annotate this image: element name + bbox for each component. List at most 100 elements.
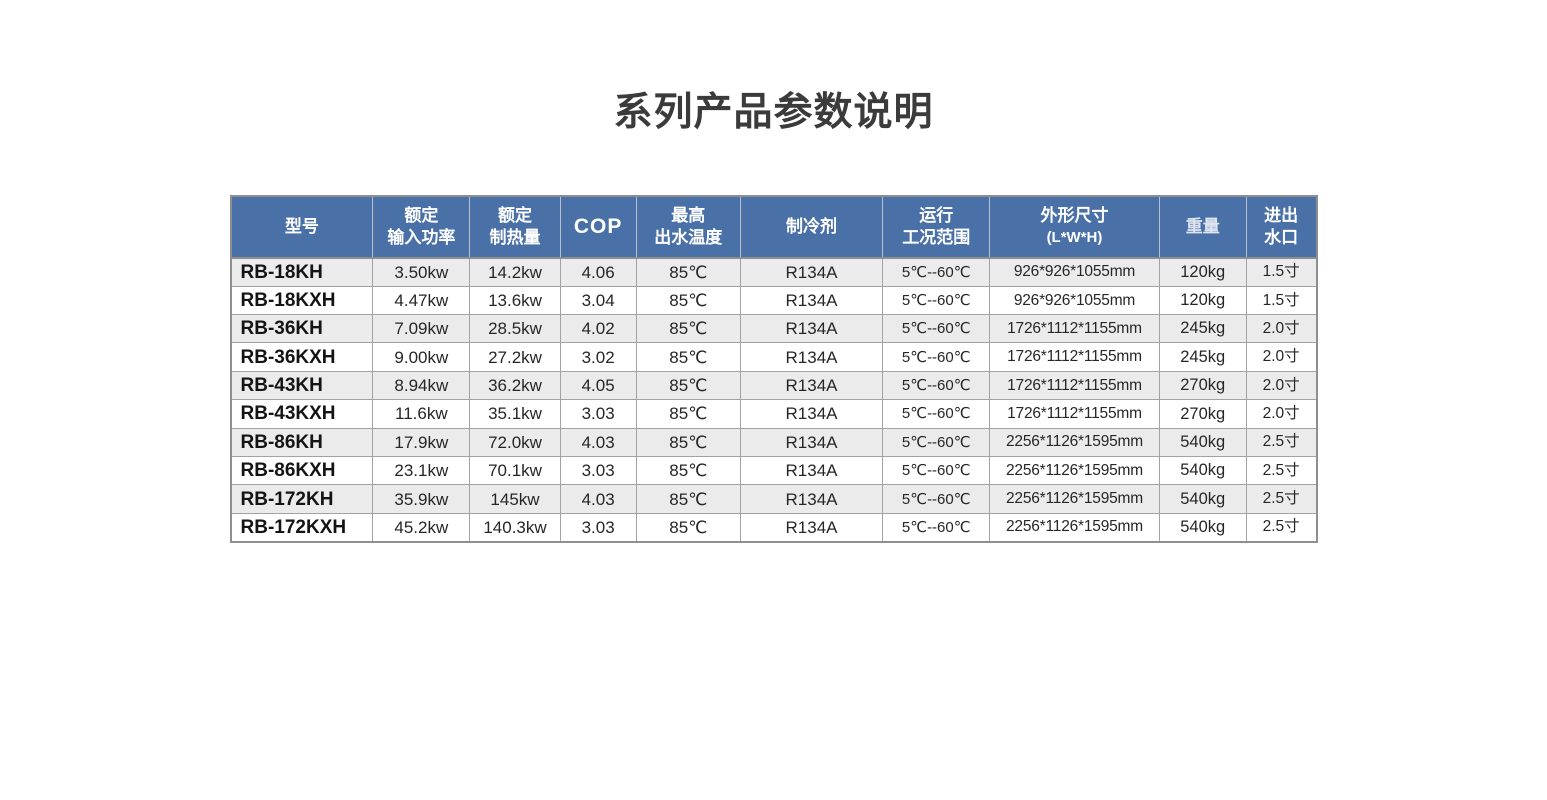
cell-range: 5℃--60℃	[882, 427, 991, 457]
column-header-label: 外形尺寸	[1040, 206, 1109, 226]
cell-cop: 3.03	[559, 512, 637, 542]
cell-weight: 540kg	[1158, 455, 1247, 486]
model-cell: RB-18KH	[230, 257, 374, 287]
cell-weight: 540kg	[1158, 512, 1247, 542]
cell-range: 5℃--60℃	[882, 285, 991, 315]
cell-max-temp: 85℃	[635, 342, 741, 372]
cell-max-temp: 85℃	[635, 313, 741, 344]
cell-heating: 140.3kw	[469, 512, 561, 542]
cell-input-power: 11.6kw	[372, 399, 471, 429]
cell-weight: 120kg	[1158, 285, 1247, 315]
cell-input-power: 7.09kw	[372, 313, 471, 344]
cell-port: 2.0寸	[1245, 313, 1317, 344]
column-header-weight: 重量	[1158, 195, 1247, 259]
model-cell: RB-43KH	[230, 370, 374, 401]
cell-refrigerant: R134A	[739, 399, 884, 429]
cell-range: 5℃--60℃	[882, 399, 991, 429]
cell-dimensions: 926*926*1055mm	[989, 285, 1160, 315]
column-header-heating: 额定 制热量	[469, 195, 561, 259]
table-row: RB-43KXH 11.6kw 35.1kw 3.03 85℃ R134A 5℃--60℃ 1…	[230, 399, 1317, 429]
column-header-label: 额定 制热量	[489, 205, 541, 247]
cell-port: 2.5寸	[1245, 455, 1317, 486]
cell-cop: 4.06	[559, 257, 637, 287]
cell-weight: 540kg	[1158, 484, 1247, 514]
cell-refrigerant: R134A	[739, 257, 884, 287]
table-row: RB-18KH 3.50kw 14.2kw 4.06 85℃ R134A 5℃--60℃ 92…	[230, 257, 1317, 287]
cell-refrigerant: R134A	[739, 285, 884, 315]
column-header-input-power: 额定 输入功率	[372, 195, 471, 259]
cell-cop: 4.05	[559, 370, 637, 401]
cell-input-power: 35.9kw	[372, 484, 471, 514]
cell-input-power: 4.47kw	[372, 285, 471, 315]
table-row: RB-36KXH 9.00kw 27.2kw 3.02 85℃ R134A 5℃--60℃ 1…	[230, 342, 1317, 372]
table-row: RB-86KXH 23.1kw 70.1kw 3.03 85℃ R134A 5℃--60℃ 2…	[230, 455, 1317, 486]
table-header: 型号 额定 输入功率 额定 制热量 COP 最高 出水温度 制冷剂 运行 工况范围 外形尺寸 (…	[230, 195, 1317, 259]
column-header-label: 型号	[284, 216, 319, 236]
cell-refrigerant: R134A	[739, 342, 884, 372]
cell-port: 2.0寸	[1245, 399, 1317, 429]
column-header-max-temp: 最高 出水温度	[635, 195, 741, 259]
cell-refrigerant: R134A	[739, 512, 884, 542]
cell-input-power: 9.00kw	[372, 342, 471, 372]
model-cell: RB-86KXH	[230, 455, 374, 486]
product-spec-table: 型号 额定 输入功率 额定 制热量 COP 最高 出水温度 制冷剂 运行 工况范围 外形尺寸 (…	[229, 194, 1318, 543]
model-cell: RB-36KXH	[230, 342, 374, 372]
cell-cop: 4.03	[559, 484, 637, 514]
column-header-range: 运行 工况范围	[882, 195, 991, 259]
cell-port: 2.5寸	[1245, 484, 1317, 514]
column-header-label: 额定 输入功率	[387, 205, 456, 247]
page-title: 系列产品参数说明	[613, 91, 934, 134]
cell-heating: 145kw	[469, 484, 561, 514]
cell-max-temp: 85℃	[635, 427, 741, 457]
cell-heating: 36.2kw	[469, 370, 561, 401]
table-body: RB-18KH 3.50kw 14.2kw 4.06 85℃ R134A 5℃--60℃ 92…	[230, 257, 1317, 542]
table-row: RB-43KH 8.94kw 36.2kw 4.05 85℃ R134A 5℃--60℃ 17…	[230, 370, 1317, 401]
cell-weight: 120kg	[1158, 257, 1247, 287]
cell-weight: 270kg	[1158, 370, 1247, 401]
column-header-port: 进出 水口	[1245, 195, 1317, 259]
table-row: RB-172KH 35.9kw 145kw 4.03 85℃ R134A 5℃--60℃ 22…	[230, 484, 1317, 514]
cell-refrigerant: R134A	[739, 455, 884, 486]
column-header-sublabel: (L*W*H)	[1046, 229, 1103, 247]
cell-cop: 3.03	[559, 399, 637, 429]
column-header-label: 制冷剂	[786, 216, 838, 236]
model-cell: RB-172KH	[230, 484, 374, 514]
cell-weight: 245kg	[1158, 313, 1247, 344]
cell-max-temp: 85℃	[635, 285, 741, 315]
cell-range: 5℃--60℃	[882, 257, 991, 287]
cell-heating: 14.2kw	[469, 257, 561, 287]
column-header-label: 最高 出水温度	[654, 205, 723, 247]
column-header-dimensions: 外形尺寸 (L*W*H)	[989, 195, 1160, 259]
cell-port: 1.5寸	[1245, 257, 1317, 287]
cell-dimensions: 2256*1126*1595mm	[989, 512, 1160, 542]
cell-dimensions: 2256*1126*1595mm	[989, 427, 1160, 457]
cell-max-temp: 85℃	[635, 512, 741, 542]
model-cell: RB-86KH	[230, 427, 374, 457]
cell-dimensions: 1726*1112*1155mm	[989, 399, 1160, 429]
cell-input-power: 45.2kw	[372, 512, 471, 542]
column-header-label: 重量	[1185, 216, 1220, 236]
column-header-refrigerant: 制冷剂	[739, 195, 884, 259]
cell-max-temp: 85℃	[635, 257, 741, 287]
cell-refrigerant: R134A	[739, 427, 884, 457]
column-header-label: 运行 工况范围	[902, 205, 971, 247]
table-row: RB-86KH 17.9kw 72.0kw 4.03 85℃ R134A 5℃--60℃ 22…	[230, 427, 1317, 457]
cell-max-temp: 85℃	[635, 370, 741, 401]
cell-range: 5℃--60℃	[882, 313, 991, 344]
cell-weight: 245kg	[1158, 342, 1247, 372]
cell-refrigerant: R134A	[739, 313, 884, 344]
cell-heating: 28.5kw	[469, 313, 561, 344]
cell-input-power: 23.1kw	[372, 455, 471, 486]
table-row: RB-36KH 7.09kw 28.5kw 4.02 85℃ R134A 5℃--60℃ 17…	[230, 313, 1317, 344]
cell-heating: 27.2kw	[469, 342, 561, 372]
cell-port: 2.5寸	[1245, 427, 1317, 457]
cell-port: 2.0寸	[1245, 342, 1317, 372]
cell-dimensions: 926*926*1055mm	[989, 257, 1160, 287]
column-header-label: 进出 水口	[1264, 205, 1299, 247]
cell-range: 5℃--60℃	[882, 512, 991, 542]
column-header-cop: COP	[559, 195, 637, 259]
cell-range: 5℃--60℃	[882, 455, 991, 486]
cell-range: 5℃--60℃	[882, 370, 991, 401]
table-row: RB-18KXH 4.47kw 13.6kw 3.04 85℃ R134A 5℃--60℃ 9…	[230, 285, 1317, 315]
